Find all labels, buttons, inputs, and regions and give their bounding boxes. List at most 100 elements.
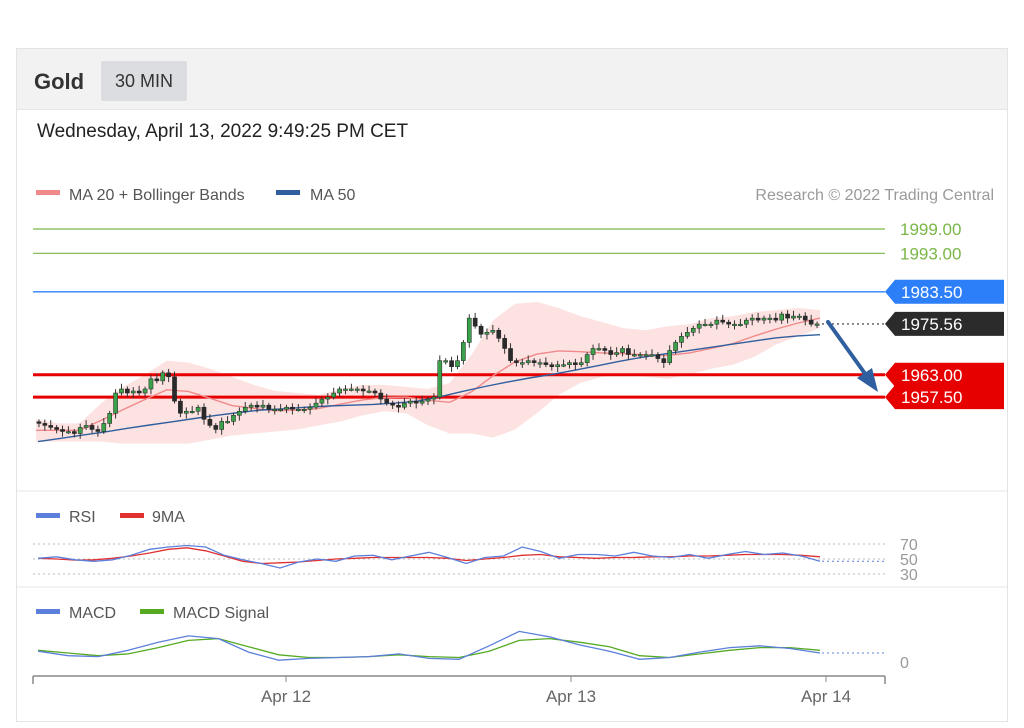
candle-body [390,402,395,406]
legend-swatch-macd [36,609,60,614]
candle-body [667,350,672,363]
candle-body [720,319,726,323]
macd-line [37,630,821,661]
candle-body [514,360,519,363]
candle-body [714,319,720,325]
candle-body [184,411,189,414]
legend-swatch-rsi-ma [120,513,144,518]
candle-body [54,427,59,430]
price-level-label: 1975.56 [901,315,962,334]
candle-body [661,358,667,363]
candle-body [83,425,89,428]
candle-body [649,354,655,357]
candle-body [614,352,619,355]
x-tick-label: Apr 12 [261,687,311,706]
candle-body [296,408,301,411]
candle-body [608,350,614,355]
candle-body [266,404,272,410]
candle-body [396,404,401,408]
candle-body [443,360,448,363]
candles [36,310,820,439]
candle-body [125,388,130,394]
main-legend: MA 20 + Bollinger Bands MA 50 Research ©… [36,187,994,204]
candle-body [207,419,213,426]
candle-body [785,313,790,319]
legend-label-macd-signal: MACD Signal [173,605,269,622]
price-level-label: 1963.00 [901,366,962,385]
candle-body [590,348,596,355]
candle-body [773,317,779,321]
candle-body [708,323,714,326]
candle-body [213,425,219,430]
candle-body [508,348,513,361]
candle-body [384,398,390,404]
candle-body [354,388,360,391]
candle-body [531,360,537,363]
candle-body [455,360,460,367]
price-level-tag [885,311,1004,336]
candle-body [419,400,425,404]
candle-body [561,364,566,367]
candle-body [437,360,443,398]
x-tick-label: Apr 14 [801,687,851,706]
candle-body [189,411,195,413]
candle-body [178,400,183,414]
candle-body [779,313,784,321]
card-header: Gold 30 MIN [17,49,1007,110]
candle-body [555,364,560,367]
candle-body [119,388,124,394]
candle-body [360,388,366,392]
candle-body [89,425,95,430]
candle-body [284,406,289,410]
candle-body [620,348,625,353]
candle-body [195,406,201,412]
candle-body [738,323,743,326]
timeframe-badge[interactable]: 30 MIN [101,61,187,101]
candle-body [307,406,313,410]
price-level-tag [885,385,1004,410]
candle-body [48,425,54,428]
rsi-line [37,544,821,569]
candle-body [679,336,684,343]
timestamp: Wednesday, April 13, 2022 9:49:25 PM CET [37,121,409,142]
candle-body [732,323,737,326]
candle-body [749,317,755,321]
forecast-arrow-shaft [826,320,868,377]
candle-body [225,421,230,424]
candle-body [490,330,496,333]
candle-body [366,390,372,393]
candle-body [378,392,384,400]
candle-body [237,411,242,416]
candle-body [337,388,342,394]
macd-signal-line [37,637,821,659]
candle-body [808,319,814,325]
candle-body [66,431,71,434]
candle-body [278,408,283,411]
candle-body [685,332,690,337]
candle-body [755,317,761,321]
candle-body [248,404,254,408]
candle-body [602,348,608,351]
candle-body [42,423,48,426]
candle-body [543,362,549,365]
candle-body [408,400,413,404]
candle-body [36,421,42,424]
candle-body [136,390,142,394]
candle-body [655,354,661,359]
candle-body [301,408,307,411]
candle-body [201,406,207,420]
forecast-arrow-head [857,368,878,392]
macd-legend: MACD MACD Signal [36,605,269,622]
legend-label-macd: MACD [69,605,116,622]
rsi-tick-label: 50 [900,552,918,569]
candle-body [331,392,336,398]
candle-body [520,362,525,365]
candle-body [113,392,118,414]
price-level-label: 1983.50 [901,283,962,302]
candle-body [130,390,136,394]
candle-body [637,354,643,357]
candle-body [525,360,531,363]
candle-body [142,388,148,394]
candle-body [596,348,602,351]
